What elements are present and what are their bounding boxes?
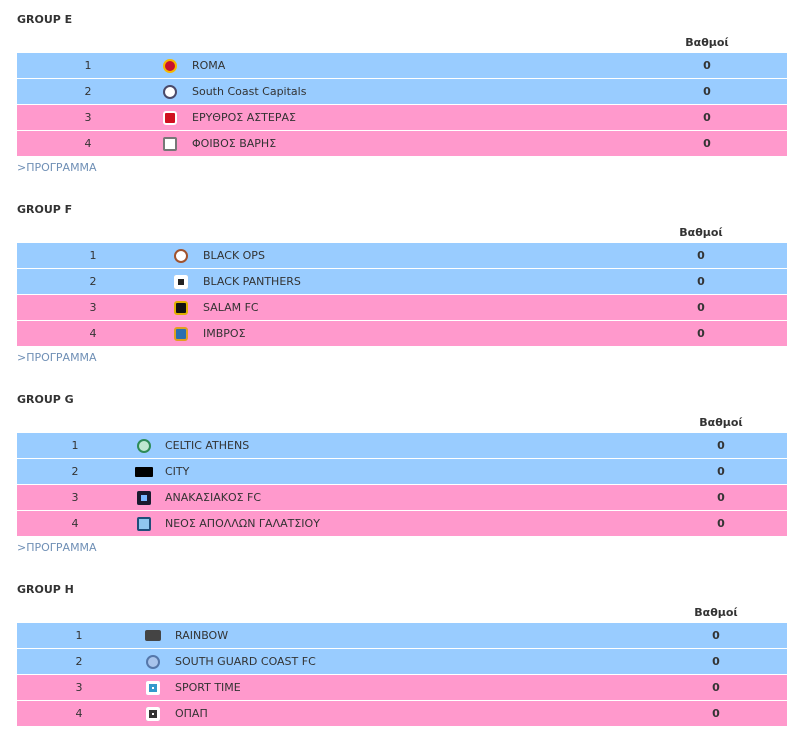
- table-row[interactable]: 3 SPORT TIME 0: [17, 675, 787, 701]
- team-points: 0: [697, 327, 705, 340]
- table-row[interactable]: 1 CELTIC ATHENS 0: [17, 433, 787, 459]
- position: 3: [84, 111, 92, 124]
- position: 1: [75, 629, 83, 642]
- roma-crest-icon: [163, 59, 177, 73]
- position: 3: [75, 681, 83, 694]
- position: 4: [71, 517, 79, 530]
- team-name[interactable]: RAINBOW: [175, 629, 229, 642]
- team-name[interactable]: South Coast Capitals: [192, 85, 307, 98]
- group-h: GROUP H Βαθμοί 1 RAINBOW 0 2 SOUTH GUARD…: [17, 570, 787, 734]
- rainbow-crest-icon: [145, 630, 161, 641]
- standings-table: 1 BLACK OPS 0 2 BLACK PANTHERS 0 3 SALAM…: [17, 243, 787, 347]
- points-header: Βαθμοί: [685, 36, 729, 49]
- anakasiakos-fc-crest-icon: [137, 491, 151, 505]
- position: 1: [89, 249, 97, 262]
- position: 4: [89, 327, 97, 340]
- team-name[interactable]: BLACK PANTHERS: [203, 275, 301, 288]
- group-e: GROUP E Βαθμοί 1 ROMA 0 2 South Coast Ca…: [17, 0, 787, 180]
- table-row[interactable]: 1 RAINBOW 0: [17, 623, 787, 649]
- team-points: 0: [717, 491, 725, 504]
- position: 4: [75, 707, 83, 720]
- celtic-athens-crest-icon: [137, 439, 151, 453]
- team-name[interactable]: BLACK OPS: [203, 249, 265, 262]
- team-points: 0: [712, 629, 720, 642]
- position: 1: [84, 59, 92, 72]
- table-row[interactable]: 1 BLACK OPS 0: [17, 243, 787, 269]
- team-name[interactable]: SALAM FC: [203, 301, 259, 314]
- table-row[interactable]: 4 ΝΕΟΣ ΑΠΟΛΛΩΝ ΓΑΛΑΤΣΙΟΥ 0: [17, 511, 787, 537]
- group-title: GROUP F: [17, 203, 73, 216]
- position: 3: [89, 301, 97, 314]
- team-name[interactable]: CITY: [165, 465, 190, 478]
- table-row[interactable]: 2 South Coast Capitals 0: [17, 79, 787, 105]
- points-header: Βαθμοί: [699, 416, 743, 429]
- opap-crest-icon: [146, 707, 160, 721]
- team-points: 0: [712, 681, 720, 694]
- erythros-asteras-crest-icon: [163, 111, 177, 125]
- team-name[interactable]: SOUTH GUARD COAST FC: [175, 655, 316, 668]
- city-crest-icon: [135, 467, 153, 477]
- table-row[interactable]: 4 ΙΜΒΡΟΣ 0: [17, 321, 787, 347]
- group-title: GROUP E: [17, 13, 73, 26]
- team-points: 0: [703, 137, 711, 150]
- team-name[interactable]: ΝΕΟΣ ΑΠΟΛΛΩΝ ΓΑΛΑΤΣΙΟΥ: [165, 517, 320, 530]
- team-points: 0: [717, 517, 725, 530]
- table-row[interactable]: 2 CITY 0: [17, 459, 787, 485]
- program-link[interactable]: >ΠΡΟΓΡΑΜΜΑ: [17, 351, 97, 364]
- position: 4: [84, 137, 92, 150]
- foivos-varis-crest-icon: [163, 137, 177, 151]
- standings-table: 1 ROMA 0 2 South Coast Capitals 0 3 ΕΡΥΘ…: [17, 53, 787, 157]
- black-ops-crest-icon: [174, 249, 188, 263]
- table-row[interactable]: 3 SALAM FC 0: [17, 295, 787, 321]
- group-title: GROUP H: [17, 583, 74, 596]
- table-row[interactable]: 1 ROMA 0: [17, 53, 787, 79]
- group-g: GROUP G Βαθμοί 1 CELTIC ATHENS 0 2 CITY …: [17, 380, 787, 560]
- team-points: 0: [712, 655, 720, 668]
- position: 1: [71, 439, 79, 452]
- sport-time-crest-icon: [146, 681, 160, 695]
- team-points: 0: [703, 111, 711, 124]
- table-row[interactable]: 3 ΑΝΑΚΑΣΙΑΚΟΣ FC 0: [17, 485, 787, 511]
- position: 3: [71, 491, 79, 504]
- table-row[interactable]: 4 ΦΟΙΒΟΣ ΒΑΡΗΣ 0: [17, 131, 787, 157]
- team-name[interactable]: ΕΡΥΘΡΟΣ ΑΣΤΕΡΑΣ: [192, 111, 296, 124]
- points-header: Βαθμοί: [694, 606, 738, 619]
- team-points: 0: [703, 85, 711, 98]
- team-points: 0: [697, 275, 705, 288]
- team-points: 0: [703, 59, 711, 72]
- south-guard-coast-fc-crest-icon: [146, 655, 160, 669]
- team-points: 0: [697, 249, 705, 262]
- team-name[interactable]: ΟΠΑΠ: [175, 707, 208, 720]
- imvros-crest-icon: [174, 327, 188, 341]
- team-name[interactable]: ΙΜΒΡΟΣ: [203, 327, 246, 340]
- position: 2: [84, 85, 92, 98]
- standings-table: 1 RAINBOW 0 2 SOUTH GUARD COAST FC 0 3 S…: [17, 623, 787, 727]
- position: 2: [71, 465, 79, 478]
- table-row[interactable]: 2 SOUTH GUARD COAST FC 0: [17, 649, 787, 675]
- team-name[interactable]: ROMA: [192, 59, 226, 72]
- team-points: 0: [697, 301, 705, 314]
- salam-fc-crest-icon: [174, 301, 188, 315]
- program-link[interactable]: >ΠΡΟΓΡΑΜΜΑ: [17, 161, 97, 174]
- team-points: 0: [717, 439, 725, 452]
- team-name[interactable]: CELTIC ATHENS: [165, 439, 250, 452]
- table-row[interactable]: 3 ΕΡΥΘΡΟΣ ΑΣΤΕΡΑΣ 0: [17, 105, 787, 131]
- team-points: 0: [712, 707, 720, 720]
- points-header: Βαθμοί: [679, 226, 723, 239]
- group-f: GROUP F Βαθμοί 1 BLACK OPS 0 2 BLACK PAN…: [17, 190, 787, 370]
- standings-table: 1 CELTIC ATHENS 0 2 CITY 0 3 ΑΝΑΚΑΣΙΑΚΟΣ…: [17, 433, 787, 537]
- table-row[interactable]: 4 ΟΠΑΠ 0: [17, 701, 787, 727]
- program-link[interactable]: >ΠΡΟΓΡΑΜΜΑ: [17, 541, 97, 554]
- position: 2: [75, 655, 83, 668]
- team-name[interactable]: ΦΟΙΒΟΣ ΒΑΡΗΣ: [192, 137, 277, 150]
- south-coast-capitals-crest-icon: [163, 85, 177, 99]
- team-name[interactable]: SPORT TIME: [175, 681, 241, 694]
- table-row[interactable]: 2 BLACK PANTHERS 0: [17, 269, 787, 295]
- neos-apollon-galatsiou-crest-icon: [137, 517, 151, 531]
- team-points: 0: [717, 465, 725, 478]
- team-name[interactable]: ΑΝΑΚΑΣΙΑΚΟΣ FC: [165, 491, 262, 504]
- group-title: GROUP G: [17, 393, 74, 406]
- black-panthers-crest-icon: [174, 275, 188, 289]
- position: 2: [89, 275, 97, 288]
